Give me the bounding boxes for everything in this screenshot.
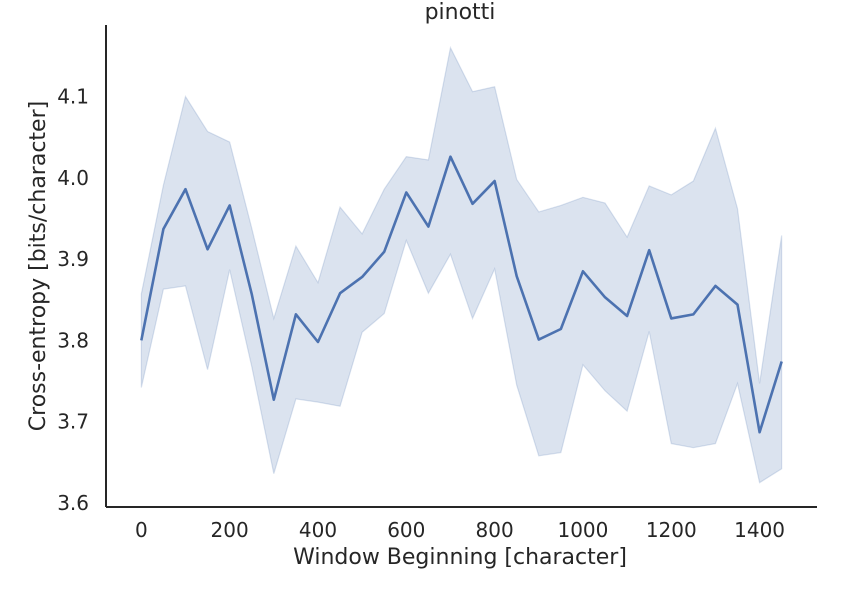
y-tick-label: 3.8 (57, 328, 89, 352)
x-tick-labels: 0 200 400 600 800 1000 1200 1400 (135, 518, 785, 542)
x-tick-label: 1200 (646, 518, 697, 542)
y-tick-label: 4.0 (57, 166, 89, 190)
x-tick-label: 600 (387, 518, 425, 542)
chart-title: pinotti (425, 0, 496, 25)
series-line (140, 155, 783, 434)
y-tick-label: 4.1 (57, 85, 89, 109)
x-axis-label: Window Beginning [character] (293, 545, 627, 570)
x-tick-label: 800 (476, 518, 514, 542)
x-tick-label: 400 (299, 518, 337, 542)
x-tick-label: 1400 (734, 518, 785, 542)
y-tick-label: 3.7 (57, 410, 89, 434)
y-tick-label: 3.9 (57, 247, 89, 271)
plot-area (140, 45, 783, 484)
y-axis-label: Cross-entropy [bits/character] (26, 101, 51, 431)
x-tick-label: 1000 (557, 518, 608, 542)
x-tick-label: 0 (135, 518, 148, 542)
confidence-band (140, 45, 783, 484)
x-tick-label: 200 (211, 518, 249, 542)
y-tick-label: 3.6 (57, 491, 89, 515)
y-tick-labels: 3.6 3.7 3.8 3.9 4.0 4.1 (57, 85, 89, 515)
